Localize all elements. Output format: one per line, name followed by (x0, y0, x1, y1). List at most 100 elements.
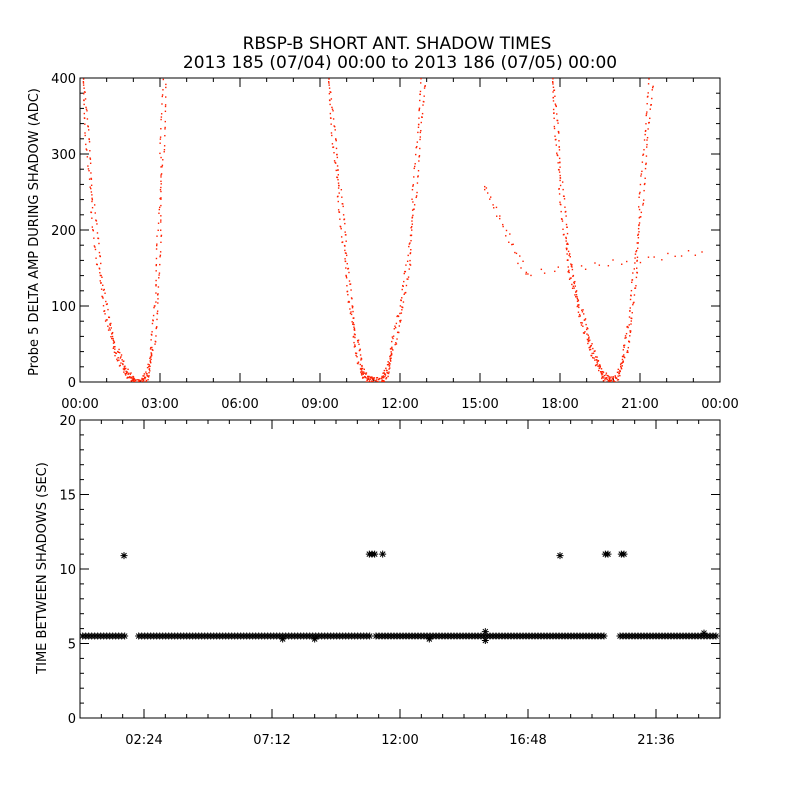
top-data-point (601, 373, 604, 375)
top-data-point (609, 383, 610, 384)
top-data-point (105, 319, 108, 321)
top-data-point (565, 215, 567, 217)
top-data-point (160, 198, 162, 200)
top-data-point (638, 217, 641, 219)
top-data-point (636, 267, 638, 269)
top-data-point (418, 156, 420, 158)
top-data-point (587, 334, 589, 336)
top-data-point (415, 195, 418, 197)
top-data-point (157, 222, 160, 224)
top-data-point (134, 383, 135, 384)
top-data-point (416, 191, 418, 194)
top-data-point (622, 355, 624, 358)
top-data-point (555, 105, 557, 108)
top-data-point (637, 237, 640, 239)
top-data-point (164, 104, 167, 106)
top-data-point (629, 298, 632, 301)
top-data-point (90, 177, 92, 180)
top-data-point (621, 362, 623, 364)
top-data-point (605, 372, 608, 374)
top-data-point (413, 167, 415, 170)
top-data-point (419, 90, 422, 93)
top-data-point (599, 366, 602, 368)
top-data-point (111, 335, 114, 338)
top-data-point (607, 375, 609, 377)
top-data-point (359, 349, 361, 351)
top-data-point (611, 377, 614, 380)
bottom-x-tick-label: 02:24 (125, 733, 162, 748)
top-data-point (118, 365, 121, 367)
top-plot-frame (79, 77, 721, 383)
top-data-point (389, 359, 392, 361)
top-data-point (421, 112, 424, 115)
top-data-point (390, 353, 393, 356)
top-data-point (152, 349, 154, 351)
top-data-point (141, 380, 144, 382)
top-data-point (602, 379, 605, 382)
top-data-point (133, 377, 135, 380)
top-data-point (646, 139, 648, 141)
top-data-point (154, 341, 157, 343)
top-data-point (647, 83, 650, 85)
top-data-point (633, 294, 636, 296)
top-x-tick-label: 21:00 (621, 397, 658, 412)
top-data-point (343, 218, 346, 220)
top-data-point (360, 359, 362, 361)
top-data-point (632, 303, 634, 306)
top-data-point (632, 272, 634, 274)
top-data-point (419, 138, 421, 141)
top-data-point (647, 95, 649, 98)
top-data-point (651, 89, 653, 91)
top-data-point (382, 383, 383, 384)
top-data-point (489, 196, 492, 198)
top-data-point (687, 250, 690, 252)
top-data-point (596, 361, 598, 363)
top-data-point (649, 108, 651, 110)
top-data-point (165, 83, 167, 86)
top-data-point (368, 375, 370, 378)
top-data-point (137, 381, 139, 382)
bottom-data-point (379, 550, 387, 558)
top-data-point (505, 235, 507, 237)
top-data-point (410, 239, 412, 242)
top-data-point (421, 116, 423, 119)
top-data-point (394, 325, 396, 327)
top-data-point (384, 375, 386, 378)
top-y-tick-label: 300 (51, 148, 76, 163)
top-data-point (150, 346, 152, 349)
top-data-point (569, 256, 571, 258)
top-data-marks (82, 78, 703, 384)
top-data-point (554, 270, 556, 273)
top-data-point (377, 381, 379, 382)
top-data-point (344, 260, 347, 263)
top-data-point (620, 365, 622, 367)
top-data-point (359, 354, 362, 356)
top-data-point (389, 355, 391, 358)
top-data-point (608, 377, 610, 379)
top-data-point (113, 341, 116, 344)
top-data-point (367, 375, 369, 378)
top-data-point (568, 278, 571, 280)
top-data-point (555, 144, 558, 146)
top-data-point (637, 233, 640, 235)
top-data-point (85, 148, 87, 150)
top-data-point (156, 318, 158, 321)
top-data-point (145, 379, 148, 382)
top-data-point (575, 296, 577, 298)
top-data-point (400, 319, 402, 322)
top-data-point (336, 165, 339, 167)
top-data-point (492, 207, 495, 209)
top-data-point (160, 156, 162, 159)
top-data-point (165, 86, 167, 89)
top-data-point (329, 103, 331, 106)
top-data-point (419, 93, 421, 96)
top-data-point (150, 362, 152, 364)
top-data-point (157, 302, 159, 304)
top-data-point (333, 152, 335, 154)
top-data-point (143, 381, 145, 382)
top-data-point (148, 366, 150, 368)
top-data-point (354, 352, 357, 354)
top-data-point (593, 357, 595, 359)
top-data-point (642, 204, 644, 206)
top-data-point (575, 290, 578, 292)
